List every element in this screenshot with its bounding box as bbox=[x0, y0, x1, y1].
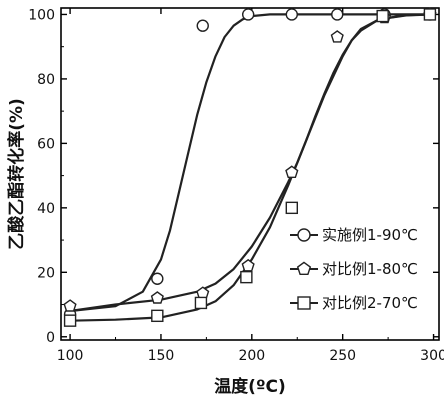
x-tick-label: 150 bbox=[148, 348, 175, 364]
legend-square-marker bbox=[297, 296, 311, 310]
legend-circle-marker bbox=[297, 228, 311, 242]
circle-data-point bbox=[331, 8, 344, 21]
legend-label: 对比例2-70℃ bbox=[322, 294, 418, 312]
pentagon-data-point bbox=[330, 30, 344, 43]
pentagon-data-point bbox=[63, 299, 77, 312]
pentagon-data-point bbox=[150, 291, 164, 304]
y-tick-label: 20 bbox=[37, 265, 55, 281]
y-tick-label: 60 bbox=[37, 136, 55, 152]
square-data-point bbox=[240, 270, 253, 284]
pentagon-data-point bbox=[241, 258, 255, 272]
y-tick-label: 40 bbox=[37, 201, 55, 217]
legend-label: 对比例1-80℃ bbox=[322, 260, 418, 278]
x-tick-label: 200 bbox=[238, 348, 265, 364]
y-tick-label: 80 bbox=[37, 72, 55, 88]
x-tick-label: 100 bbox=[57, 348, 84, 364]
circle-data-point bbox=[151, 272, 164, 285]
y-axis-title: 乙酸乙酯转化率(%) bbox=[6, 98, 27, 250]
circle-data-point bbox=[285, 8, 298, 21]
plot-frame bbox=[60, 7, 440, 341]
fit-curve bbox=[69, 13, 434, 313]
data-points bbox=[63, 7, 437, 327]
legend: 实施例1-90℃ 对比例1-80℃ 对比例2-70℃ bbox=[290, 226, 418, 312]
x-axis-title: 温度(ºC) bbox=[214, 376, 286, 397]
pentagon-data-point bbox=[285, 165, 299, 179]
square-data-point bbox=[423, 8, 437, 21]
square-data-point bbox=[376, 9, 389, 23]
square-data-point bbox=[194, 296, 208, 310]
square-data-point bbox=[63, 314, 77, 327]
circle-data-point bbox=[241, 8, 255, 21]
x-tick-label: 300 bbox=[420, 348, 444, 364]
x-axis: 100 150 200 250 300 bbox=[57, 8, 444, 364]
legend-label: 实施例1-90℃ bbox=[322, 226, 418, 244]
y-axis: 0 20 40 60 80 100 bbox=[28, 7, 439, 346]
y-tick-label: 0 bbox=[46, 330, 55, 346]
square-data-point bbox=[285, 201, 298, 215]
x-tick-label: 250 bbox=[329, 348, 356, 364]
y-tick-label: 100 bbox=[28, 7, 55, 23]
square-data-point bbox=[151, 309, 164, 323]
pentagon-data-point bbox=[196, 286, 210, 299]
circle-data-point bbox=[196, 19, 209, 32]
legend-pentagon-marker bbox=[296, 261, 312, 275]
